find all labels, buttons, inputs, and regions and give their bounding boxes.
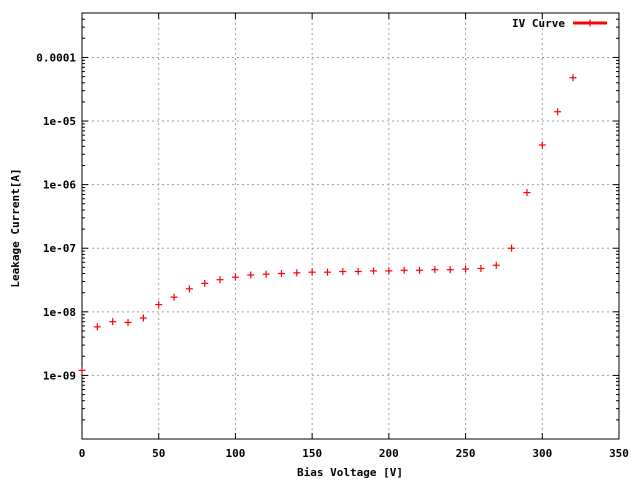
grid-layer — [82, 13, 619, 439]
y-tick-label: 1e-07 — [43, 242, 76, 255]
data-point — [231, 273, 239, 281]
x-tick-label: 200 — [379, 447, 399, 460]
tick-label-layer: 0 50 100 150 200 250 300 350 1e-09 1e-08 1e-07 1e-0… — [36, 51, 629, 460]
data-point — [431, 266, 439, 274]
data-point — [323, 268, 331, 276]
data-point — [247, 271, 255, 279]
x-tick-label: 0 — [79, 447, 86, 460]
data-point — [385, 267, 393, 275]
legend-label: IV Curve — [512, 17, 565, 30]
data-point — [538, 141, 546, 149]
data-point — [354, 268, 362, 276]
data-point — [370, 267, 378, 275]
tick-layer — [81, 13, 620, 439]
data-point — [462, 265, 470, 273]
data-point — [446, 266, 454, 274]
data-point — [416, 266, 424, 274]
data-point — [262, 270, 270, 278]
data-point — [216, 276, 224, 284]
data-point — [78, 366, 86, 374]
y-tick-label: 1e-08 — [43, 306, 76, 319]
x-tick-label: 100 — [225, 447, 245, 460]
data-point — [185, 285, 193, 293]
y-tick-label: 1e-09 — [43, 369, 76, 382]
y-tick-label: 0.0001 — [36, 51, 76, 64]
y-tick-label: 1e-06 — [43, 179, 76, 192]
data-point — [170, 293, 178, 301]
x-tick-label: 150 — [302, 447, 322, 460]
data-point — [124, 318, 132, 326]
data-point — [554, 108, 562, 116]
data-point — [109, 318, 117, 326]
data-point — [155, 301, 163, 309]
y-tick-label: 1e-05 — [43, 115, 76, 128]
data-point — [569, 74, 577, 82]
data-point — [477, 264, 485, 272]
data-point — [201, 279, 209, 287]
x-axis-label: Bias Voltage [V] — [297, 466, 403, 479]
legend: IV Curve — [512, 17, 607, 30]
data-point — [492, 261, 500, 269]
marker-layer — [78, 74, 577, 374]
x-tick-label: 300 — [532, 447, 552, 460]
data-point — [308, 268, 316, 276]
plot-frame — [81, 12, 620, 440]
data-point — [400, 266, 408, 274]
data-point — [293, 269, 301, 277]
y-axis-label: Leakage Current[A] — [9, 168, 22, 287]
data-point — [508, 244, 516, 252]
x-tick-label: 250 — [456, 447, 476, 460]
x-tick-label: 350 — [609, 447, 629, 460]
data-point — [139, 314, 147, 322]
data-point — [339, 268, 347, 276]
data-point — [277, 270, 285, 278]
data-point — [93, 323, 101, 331]
data-point — [523, 189, 531, 197]
x-tick-label: 50 — [152, 447, 165, 460]
